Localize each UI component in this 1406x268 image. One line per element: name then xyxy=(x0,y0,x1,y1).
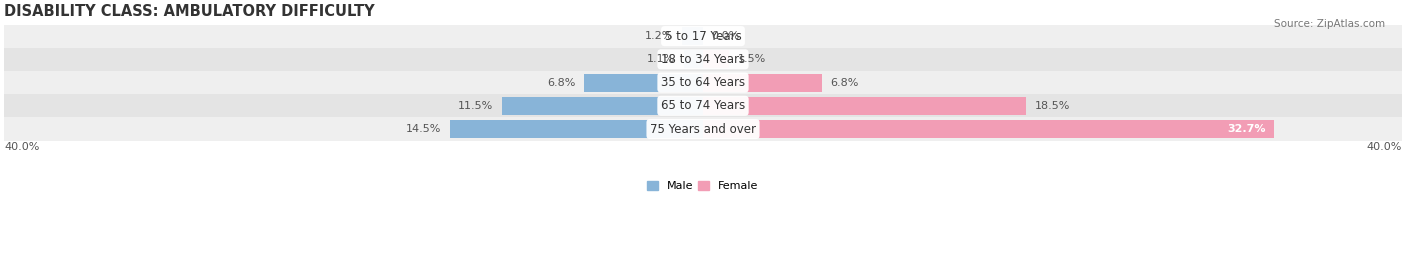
Text: 14.5%: 14.5% xyxy=(405,124,441,134)
Bar xyxy=(703,120,1274,138)
Bar xyxy=(4,48,1402,71)
Text: 1.1%: 1.1% xyxy=(647,54,675,64)
Bar xyxy=(683,50,703,68)
Bar xyxy=(703,50,730,68)
Bar xyxy=(4,94,1402,117)
Text: 6.8%: 6.8% xyxy=(547,77,575,88)
Text: 1.2%: 1.2% xyxy=(645,31,673,41)
Text: 40.0%: 40.0% xyxy=(4,142,39,152)
Bar xyxy=(682,27,703,45)
Bar xyxy=(4,117,1402,141)
Text: 18 to 34 Years: 18 to 34 Years xyxy=(661,53,745,66)
Text: 75 Years and over: 75 Years and over xyxy=(650,122,756,136)
Text: Source: ZipAtlas.com: Source: ZipAtlas.com xyxy=(1274,19,1385,29)
Text: 6.8%: 6.8% xyxy=(831,77,859,88)
Text: 32.7%: 32.7% xyxy=(1227,124,1265,134)
Text: DISABILITY CLASS: AMBULATORY DIFFICULTY: DISABILITY CLASS: AMBULATORY DIFFICULTY xyxy=(4,4,375,19)
Text: 1.5%: 1.5% xyxy=(738,54,766,64)
Legend: Male, Female: Male, Female xyxy=(643,176,763,195)
Bar xyxy=(4,24,1402,48)
Bar xyxy=(450,120,703,138)
Bar xyxy=(703,73,821,92)
Text: 5 to 17 Years: 5 to 17 Years xyxy=(665,30,741,43)
Bar xyxy=(4,71,1402,94)
Text: 18.5%: 18.5% xyxy=(1035,101,1070,111)
Text: 11.5%: 11.5% xyxy=(458,101,494,111)
Text: 0.0%: 0.0% xyxy=(711,31,740,41)
Text: 35 to 64 Years: 35 to 64 Years xyxy=(661,76,745,89)
Bar xyxy=(502,97,703,115)
Text: 65 to 74 Years: 65 to 74 Years xyxy=(661,99,745,112)
Bar xyxy=(585,73,703,92)
Bar xyxy=(703,97,1026,115)
Text: 40.0%: 40.0% xyxy=(1367,142,1402,152)
